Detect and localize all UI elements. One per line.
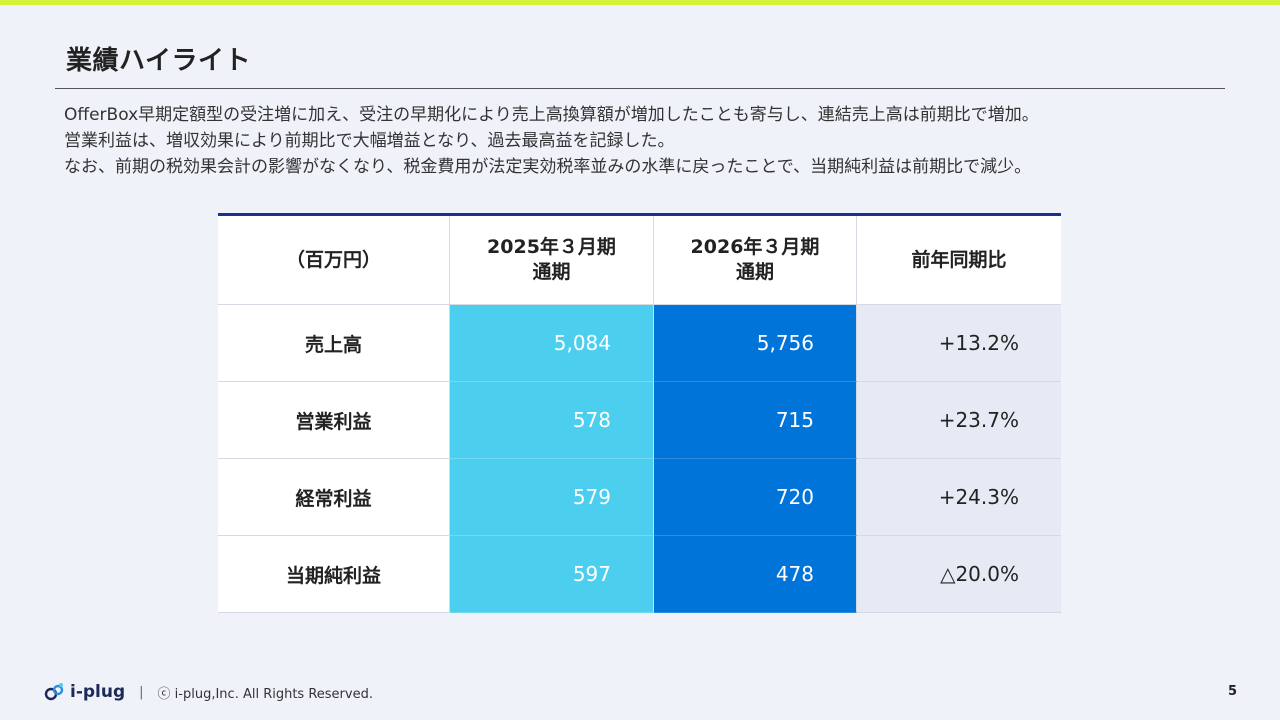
- cell-net-income-yoy: △20.0%: [857, 536, 1061, 613]
- company-logo: i-plug: [44, 682, 125, 702]
- row-label-sales: 売上高: [218, 305, 450, 382]
- cell-sales-yoy: +13.2%: [857, 305, 1061, 382]
- cell-net-income-fy2026: 478: [654, 536, 857, 613]
- cell-operating-profit-fy2025: 578: [450, 382, 654, 459]
- header-fy2026-line2: 通期: [735, 261, 774, 283]
- page-number: 5: [1228, 684, 1238, 699]
- cell-net-income-fy2025: 597: [450, 536, 654, 613]
- header-fy2026-line1: 2026年３月期: [690, 236, 820, 258]
- title-divider: [55, 88, 1225, 89]
- summary-line-2: 営業利益は、増収効果により前期比で大幅増益となり、過去最高益を記録した。: [64, 131, 675, 151]
- highlights-table: （百万円） 2025年３月期 通期 2026年３月期 通期 前年同期比 売上高 …: [218, 213, 1061, 613]
- header-fy2025-line1: 2025年３月期: [487, 236, 616, 258]
- row-label-ordinary-profit: 経常利益: [218, 459, 450, 536]
- top-accent-bar: [0, 0, 1280, 5]
- summary-line-1: OfferBox早期定額型の受注増に加え、受注の早期化により売上高換算額が増加し…: [64, 105, 1039, 125]
- row-label-net-income: 当期純利益: [218, 536, 450, 613]
- logo-text: i-plug: [70, 682, 126, 702]
- logo-mark-icon: [44, 683, 64, 701]
- header-fy2025: 2025年３月期 通期: [450, 216, 654, 305]
- header-unit: （百万円）: [218, 216, 450, 305]
- header-fy2026: 2026年３月期 通期: [654, 216, 857, 305]
- cell-sales-fy2026: 5,756: [654, 305, 857, 382]
- cell-operating-profit-yoy: +23.7%: [857, 382, 1061, 459]
- page-title: 業績ハイライト: [66, 46, 251, 76]
- header-fy2025-line2: 通期: [532, 261, 571, 283]
- summary-text: OfferBox早期定額型の受注増に加え、受注の早期化により売上高換算額が増加し…: [64, 102, 1244, 180]
- row-label-operating-profit: 営業利益: [218, 382, 450, 459]
- summary-line-3: なお、前期の税効果会計の影響がなくなり、税金費用が法定実効税率並みの水準に戻った…: [64, 157, 1032, 177]
- cell-ordinary-profit-fy2025: 579: [450, 459, 654, 536]
- copyright-text: ⓒ i-plug,Inc. All Rights Reserved.: [157, 686, 373, 702]
- header-yoy: 前年同期比: [857, 216, 1061, 305]
- cell-ordinary-profit-fy2026: 720: [654, 459, 857, 536]
- footer-separator: |: [139, 684, 144, 700]
- cell-ordinary-profit-yoy: +24.3%: [857, 459, 1061, 536]
- cell-sales-fy2025: 5,084: [450, 305, 654, 382]
- header-yoy-label: 前年同期比: [911, 248, 1007, 271]
- footer: i-plug | ⓒ i-plug,Inc. All Rights Reserv…: [44, 680, 373, 704]
- cell-operating-profit-fy2026: 715: [654, 382, 857, 459]
- header-unit-label: （百万円）: [285, 248, 381, 271]
